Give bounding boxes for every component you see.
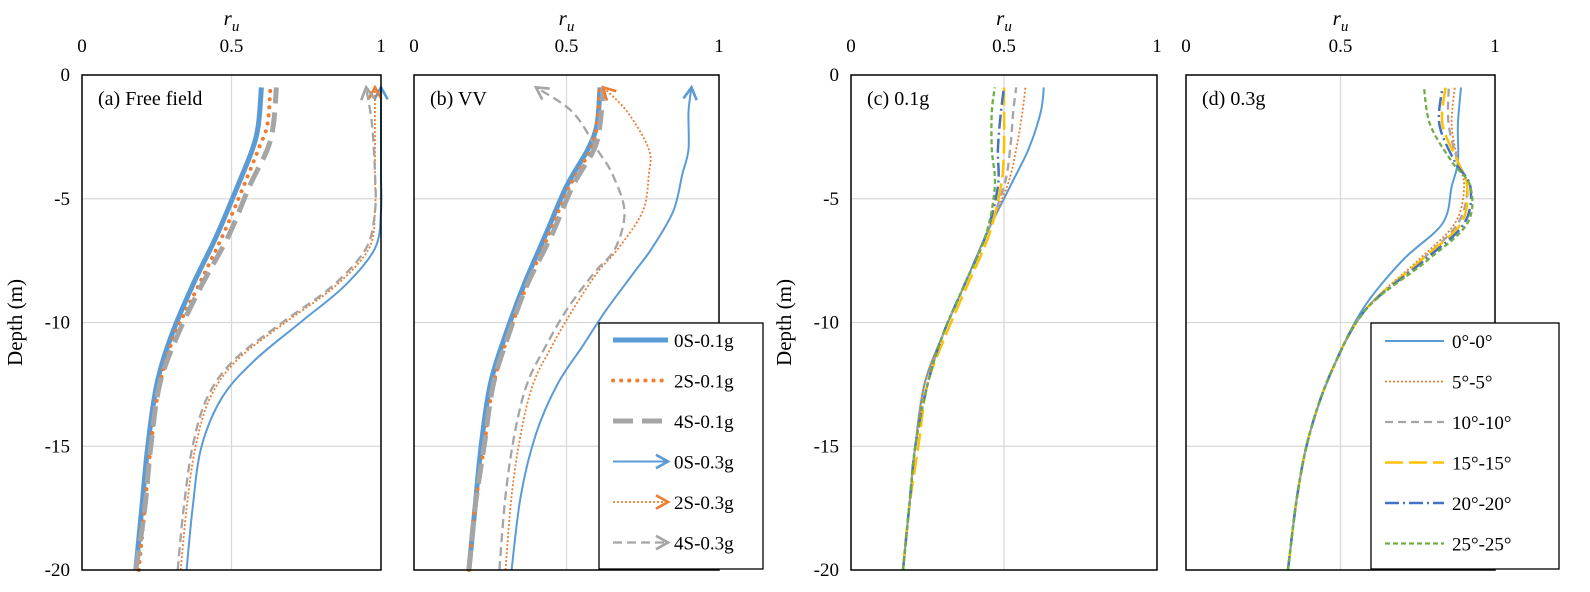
- series-line-0S-0.3g: [185, 87, 382, 571]
- y-tick-label: -10: [45, 313, 70, 334]
- series-line-0S-0.1g: [133, 87, 264, 571]
- series-line-2S-0.3g: [179, 87, 376, 571]
- x-axis-subscript: u: [567, 19, 575, 35]
- legend-label: 20°-20°: [1452, 494, 1512, 515]
- panel-b: ru: [413, 6, 720, 572]
- y-tick-label: 0: [61, 65, 71, 86]
- panel-label: (a) Free field: [98, 88, 202, 110]
- series-line-4S-0.1g: [133, 87, 279, 571]
- x-tick-label: 0.5: [992, 36, 1016, 57]
- series-line-20°-20°: [1286, 87, 1473, 571]
- series-line-2S-0.3g: [504, 87, 652, 571]
- series-line-0S-0.1g: [466, 87, 603, 571]
- panel-a: ru: [81, 6, 382, 572]
- series-line-4S-0.1g: [466, 87, 606, 571]
- series-line-15°-15°: [901, 87, 1006, 571]
- x-axis-title: ru: [559, 6, 575, 35]
- legend-label: 0S-0.3g: [674, 453, 734, 474]
- x-axis-subscript: u: [232, 19, 240, 35]
- legend-label: 25°-25°: [1452, 535, 1512, 556]
- panel-label: (d) 0.3g: [1202, 88, 1265, 110]
- y-tick-label: -10: [814, 313, 839, 334]
- y-axis-title: Depth (m): [3, 279, 27, 366]
- panel-d: ru: [1185, 6, 1496, 571]
- y-tick-label: -20: [814, 560, 839, 581]
- x-tick-label: 1: [1490, 36, 1500, 57]
- x-axis-subscript: u: [1004, 19, 1012, 35]
- legend-label: 4S-0.3g: [674, 534, 734, 555]
- x-axis-symbol: r: [1333, 6, 1342, 30]
- plot-frame: [81, 74, 382, 571]
- x-tick-label: 0: [409, 36, 419, 57]
- x-tick-label: 0.5: [555, 36, 579, 57]
- panel-c: ru: [850, 6, 1158, 571]
- x-tick-label: 0: [1181, 36, 1191, 57]
- panel-label: (c) 0.1g: [867, 88, 929, 110]
- x-axis-title: ru: [224, 6, 240, 35]
- x-tick-label: 0.5: [220, 36, 244, 57]
- legend-label: 15°-15°: [1452, 454, 1512, 475]
- legend-label: 2S-0.1g: [674, 372, 734, 393]
- y-tick-label: -5: [54, 189, 70, 210]
- x-tick-label: 1: [714, 36, 724, 57]
- series-line-5°-5°: [902, 87, 1027, 571]
- x-tick-label: 0: [846, 36, 856, 57]
- x-axis-title: ru: [1333, 6, 1349, 35]
- legend: 0S-0.1g 2S-0.1g 4S-0.1g 0S-0.3g 2S-0.3g 4S-0.…: [598, 322, 764, 570]
- series-line-0S-0.3g: [510, 87, 692, 571]
- series-line-15°-15°: [1286, 87, 1469, 571]
- plot-frame: [850, 74, 1158, 571]
- legend: 0°-0° 5°-5° 10°-10° 15°-15° 20°-20° 25°-25°: [1370, 322, 1560, 570]
- series-line-20°-20°: [901, 87, 1006, 571]
- y-tick-label: -20: [45, 560, 70, 581]
- x-tick-label: 1: [1152, 36, 1162, 57]
- x-axis-symbol: r: [559, 6, 568, 30]
- x-axis-subscript: u: [1341, 19, 1349, 35]
- series-line-25°-25°: [1286, 87, 1474, 571]
- x-tick-label: 0: [77, 36, 87, 57]
- panel-label: (b) VV: [430, 88, 487, 110]
- series-line-0°-0°: [902, 87, 1045, 571]
- legend-box: [598, 322, 764, 570]
- legend-label: 4S-0.1g: [674, 412, 734, 433]
- x-tick-label: 1: [376, 36, 386, 57]
- series-line-10°-10°: [901, 87, 1018, 571]
- x-axis-title: ru: [996, 6, 1012, 35]
- y-axis-title: Depth (m): [772, 279, 796, 366]
- y-tick-label: -5: [823, 189, 839, 210]
- y-tick-label: -15: [45, 436, 70, 457]
- y-tick-label: -15: [814, 436, 839, 457]
- x-tick-label: 0.5: [1329, 36, 1353, 57]
- legend-label: 0S-0.1g: [674, 331, 734, 352]
- legend-label: 0°-0°: [1452, 332, 1493, 353]
- legend-box: [1370, 322, 1560, 570]
- series-line-4S-0.3g: [176, 87, 377, 571]
- x-axis-symbol: r: [996, 6, 1005, 30]
- x-axis-symbol: r: [224, 6, 233, 30]
- legend-label: 10°-10°: [1452, 413, 1512, 434]
- legend-label: 5°-5°: [1452, 373, 1493, 394]
- y-tick-label: 0: [830, 65, 840, 86]
- legend-label: 2S-0.3g: [674, 493, 734, 514]
- series-line-25°-25°: [901, 87, 997, 571]
